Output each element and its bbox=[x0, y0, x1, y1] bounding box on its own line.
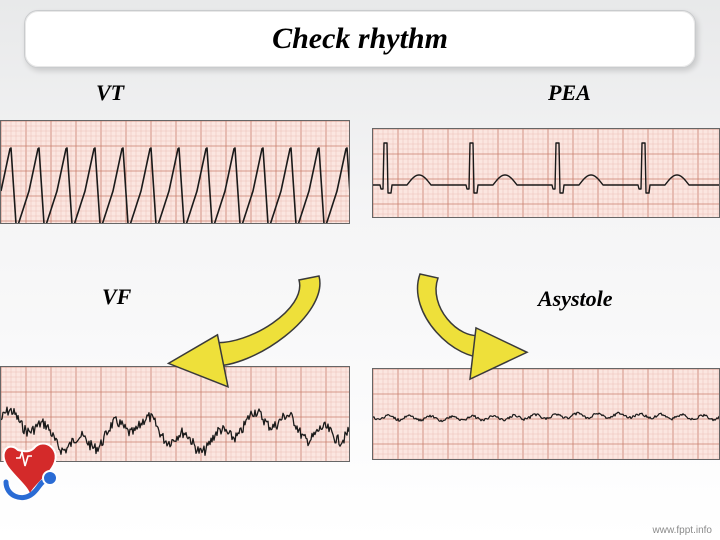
arrow-left-icon bbox=[158, 262, 333, 392]
heart-stethoscope-icon bbox=[0, 432, 66, 504]
title-banner: Check rhythm bbox=[24, 10, 696, 68]
label-vf: VF bbox=[102, 284, 131, 310]
label-vt: VT bbox=[96, 80, 124, 106]
page-title: Check rhythm bbox=[272, 22, 448, 56]
label-pea: PEA bbox=[548, 80, 591, 106]
ecg-strip-pea bbox=[372, 128, 720, 218]
footer-link: www.fppt.info bbox=[653, 525, 712, 536]
ecg-strip-vt bbox=[0, 120, 350, 224]
arrow-right-icon bbox=[398, 262, 548, 384]
label-asystole: Asystole bbox=[538, 286, 613, 312]
